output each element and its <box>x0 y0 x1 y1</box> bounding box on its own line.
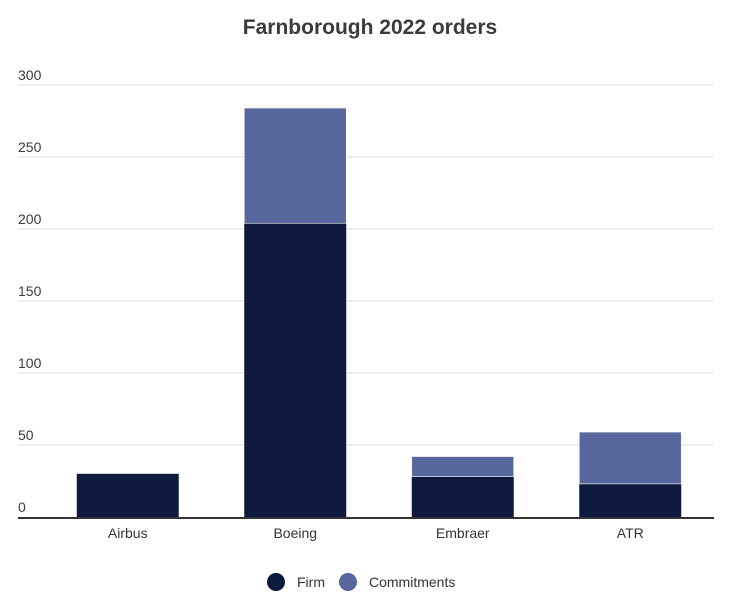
y-tick-label: 250 <box>18 139 42 155</box>
y-axis-tick-labels: 0 50 100 150 200 250 300 <box>18 67 42 515</box>
y-tick-label: 100 <box>18 355 42 371</box>
y-tick-label: 200 <box>18 211 42 227</box>
y-tick-label: 0 <box>18 499 26 515</box>
chart-title: Farnborough 2022 orders <box>243 16 497 39</box>
y-tick-label: 50 <box>18 427 34 443</box>
legend-item-commitments: Commitments <box>339 573 455 591</box>
legend-item-firm: Firm <box>267 573 325 591</box>
bars <box>76 107 682 518</box>
legend-swatch <box>267 573 285 591</box>
y-tick-label: 150 <box>18 283 42 299</box>
x-tick-label: ATR <box>617 525 644 541</box>
gridlines <box>18 84 714 446</box>
bar-embraer-commitments <box>411 456 515 477</box>
legend-swatch <box>339 573 357 591</box>
x-tick-label: Embraer <box>436 525 490 541</box>
bar-atr-firm <box>579 483 682 517</box>
y-tick-label: 300 <box>18 67 42 83</box>
x-tick-label: Airbus <box>108 525 148 541</box>
x-tick-label: Boeing <box>273 525 317 541</box>
bar-atr-commitments <box>578 431 682 485</box>
bar-boeing-commitments <box>243 107 347 224</box>
legend-label: Commitments <box>369 574 455 590</box>
bar-airbus-firm <box>76 473 179 517</box>
x-axis-tick-labels: Airbus Boeing Embraer ATR <box>108 525 644 541</box>
bar-boeing-firm <box>244 223 347 518</box>
legend-label: Firm <box>297 574 325 590</box>
legend: Firm Commitments <box>267 573 455 591</box>
bar-embraer-firm <box>411 476 514 517</box>
